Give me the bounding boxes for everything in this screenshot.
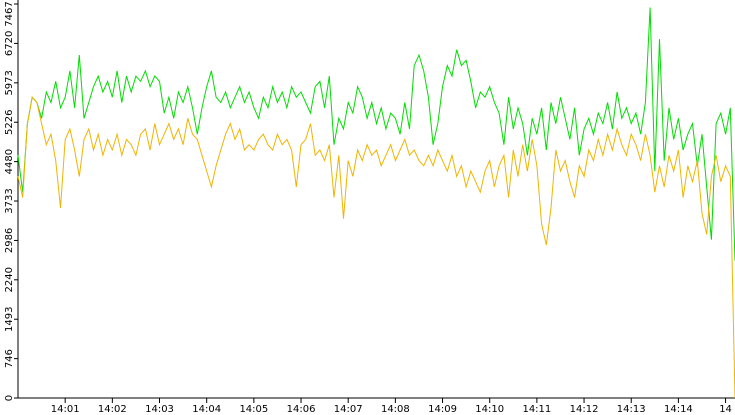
x-tick-label: 14:14 <box>664 404 693 415</box>
y-tick-label: 4480 <box>4 149 15 174</box>
y-tick-label: 6720 <box>4 31 15 56</box>
x-tick-label: 14:01 <box>51 404 80 415</box>
y-tick-label: 5226 <box>4 110 15 135</box>
y-tick-label: 7467 <box>4 1 15 26</box>
y-tick-label: 5973 <box>4 70 15 95</box>
x-tick-label: 14:02 <box>98 404 127 415</box>
x-tick-label: 14:10 <box>475 404 504 415</box>
x-tick-label: 14:07 <box>334 404 363 415</box>
x-tick-label: 14:03 <box>145 404 174 415</box>
x-tick-label: 14:08 <box>381 404 410 415</box>
y-tick-label: 3733 <box>4 188 15 213</box>
x-tick-label: 14:09 <box>428 404 457 415</box>
x-tick-label: 14:04 <box>192 404 221 415</box>
y-tick-label: 746 <box>4 349 15 368</box>
y-tick-label: 1493 <box>4 306 15 331</box>
x-tick-label: 14:06 <box>287 404 316 415</box>
series-line <box>17 7 735 261</box>
y-tick-label: 2986 <box>4 228 15 253</box>
x-tick-label: 14:12 <box>570 404 599 415</box>
x-tick-label: 14:05 <box>239 404 268 415</box>
x-tick-label: 14:13 <box>617 404 646 415</box>
y-tick-label: 2240 <box>4 267 15 292</box>
x-tick-label: 14:11 <box>522 404 551 415</box>
y-tick-label: 0 <box>4 395 15 401</box>
x-tick-label: 14 <box>719 404 732 415</box>
series-line <box>17 96 735 399</box>
